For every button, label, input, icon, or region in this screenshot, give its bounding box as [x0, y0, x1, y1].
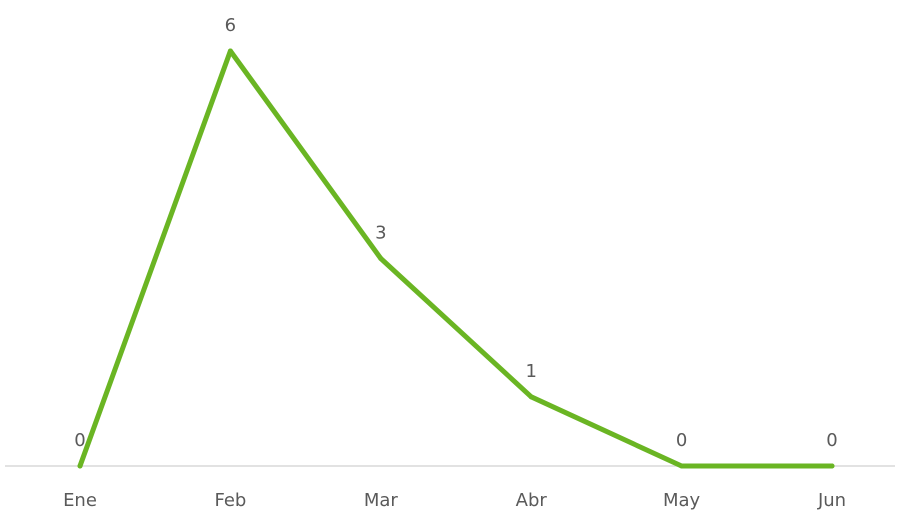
data-label: 0: [74, 430, 85, 451]
data-point: [679, 463, 685, 469]
x-tick-label: Mar: [364, 490, 399, 511]
data-label: 6: [225, 15, 236, 36]
data-point: [378, 256, 384, 261]
x-tick-label: Feb: [214, 490, 246, 511]
x-tick-label: Abr: [516, 490, 548, 511]
data-label: 1: [525, 361, 536, 382]
x-tick-label: May: [663, 490, 701, 511]
data-label: 3: [375, 223, 386, 244]
data-label: 0: [826, 430, 837, 451]
series-line: [77, 48, 835, 469]
data-point: [829, 463, 835, 469]
data-points: [77, 48, 835, 469]
data-point: [77, 463, 83, 469]
data-point: [528, 394, 534, 400]
data-point: [227, 48, 233, 54]
data-labels: 0 6 3 1 0 0: [74, 15, 837, 451]
data-label: 0: [676, 430, 687, 451]
x-tick-label: Jun: [817, 490, 846, 511]
x-tick-label: Ene: [63, 490, 97, 511]
x-axis-tick-labels: Ene Feb Mar Abr May Jun: [63, 490, 846, 511]
